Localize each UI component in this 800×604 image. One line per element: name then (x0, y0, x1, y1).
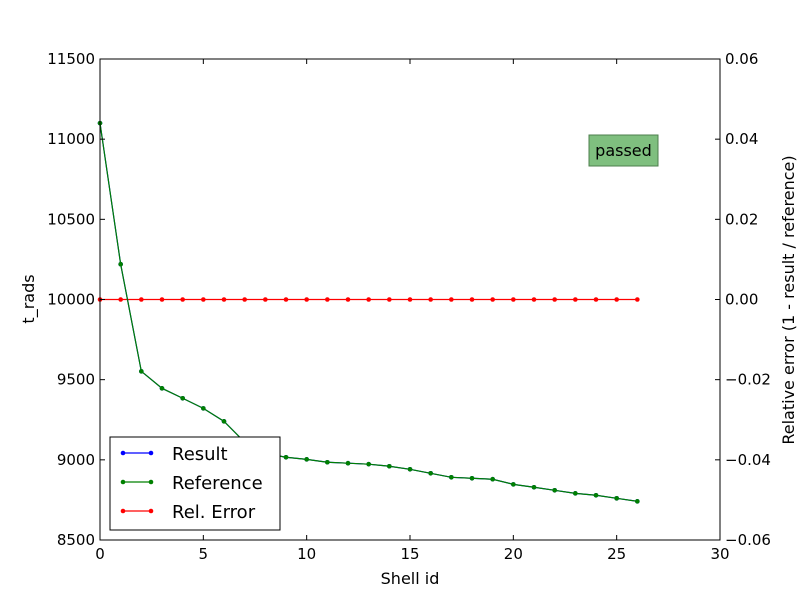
data-point (428, 297, 433, 302)
data-point (283, 454, 289, 460)
legend-marker (148, 508, 154, 514)
data-point (573, 491, 578, 496)
y-tick-label: 10000 (47, 291, 95, 309)
y-tick-label: 9000 (57, 451, 95, 469)
data-point (242, 297, 247, 302)
data-point (221, 297, 227, 302)
y2-tick-label: 0.04 (725, 130, 758, 148)
legend-marker (120, 450, 126, 456)
x-tick-label: 25 (607, 545, 626, 563)
data-point (387, 297, 392, 302)
legend-item: Reference (120, 473, 263, 494)
data-point (469, 475, 475, 481)
data-point (159, 386, 165, 391)
data-point (159, 297, 165, 302)
y2-tick-label: −0.04 (725, 451, 771, 469)
data-point (221, 419, 227, 424)
x-tick-label: 10 (297, 545, 316, 563)
data-point (407, 297, 413, 302)
legend-marker (120, 508, 126, 514)
data-point (387, 463, 392, 469)
x-tick-label: 5 (199, 545, 209, 563)
data-point (614, 496, 619, 501)
y-tick-label: 10500 (47, 210, 95, 228)
y-tick-label: 11000 (47, 130, 95, 148)
y2-tick-label: 0.02 (725, 210, 758, 228)
data-point (304, 297, 309, 302)
data-point (573, 297, 578, 302)
legend-item: Result (120, 444, 228, 465)
data-point (511, 482, 516, 487)
data-point (325, 459, 330, 465)
x-tick-label: 20 (504, 545, 523, 563)
data-point (531, 484, 537, 490)
legend-marker (120, 479, 126, 485)
data-point (139, 369, 144, 374)
y2-tick-label: −0.06 (725, 531, 771, 549)
data-point (407, 466, 413, 472)
data-point (490, 297, 495, 302)
y2-axis-label: Relative error (1 - result / reference) (779, 155, 798, 444)
data-point (635, 297, 640, 302)
y2-tick-label: −0.02 (725, 371, 771, 389)
legend-item: Rel. Error (120, 502, 256, 523)
data-point (139, 297, 144, 302)
y2-tick-label: 0.00 (725, 291, 758, 309)
data-point (552, 487, 557, 493)
series-reference (97, 120, 640, 504)
legend-label: Reference (172, 473, 263, 494)
data-point (635, 499, 640, 504)
data-point (345, 460, 351, 466)
legend: Result Reference Rel. Error (109, 436, 281, 531)
legend-marker (148, 479, 154, 485)
x-tick-label: 30 (710, 545, 729, 563)
data-point (325, 297, 330, 302)
x-axis-label: Shell id (381, 569, 440, 588)
passed-box (588, 134, 659, 167)
y2-tick-label: 0.06 (725, 50, 758, 68)
data-point (304, 457, 309, 462)
passed-annotation: passed (588, 134, 659, 167)
data-point (614, 297, 619, 302)
data-point (263, 297, 268, 302)
data-point (531, 297, 537, 302)
data-point (449, 297, 454, 302)
data-point (345, 297, 351, 302)
data-point (201, 406, 206, 411)
y-axis-label: t_rads (19, 274, 39, 323)
x-tick-label: 15 (400, 545, 419, 563)
y-tick-label: 9500 (57, 371, 95, 389)
data-point (449, 475, 454, 480)
data-point (552, 297, 557, 302)
data-point (201, 297, 206, 302)
y-tick-label: 11500 (47, 50, 95, 68)
data-point (366, 461, 371, 467)
passed-text: passed (595, 141, 652, 160)
legend-marker (148, 450, 154, 456)
legend-label: Rel. Error (172, 502, 256, 523)
series-rel-error (97, 297, 640, 302)
data-point (366, 297, 371, 302)
data-point (490, 476, 495, 482)
x-tick-label: 0 (95, 545, 105, 563)
data-point (593, 297, 599, 302)
data-point (180, 297, 185, 302)
data-point (511, 297, 516, 302)
y-tick-label: 8500 (57, 531, 95, 549)
data-point (118, 297, 123, 302)
data-point (118, 261, 123, 267)
data-point (428, 471, 433, 476)
data-point (180, 395, 185, 401)
data-point (469, 297, 475, 302)
legend-label: Result (172, 444, 228, 465)
data-point (283, 297, 289, 302)
data-point (593, 492, 599, 498)
